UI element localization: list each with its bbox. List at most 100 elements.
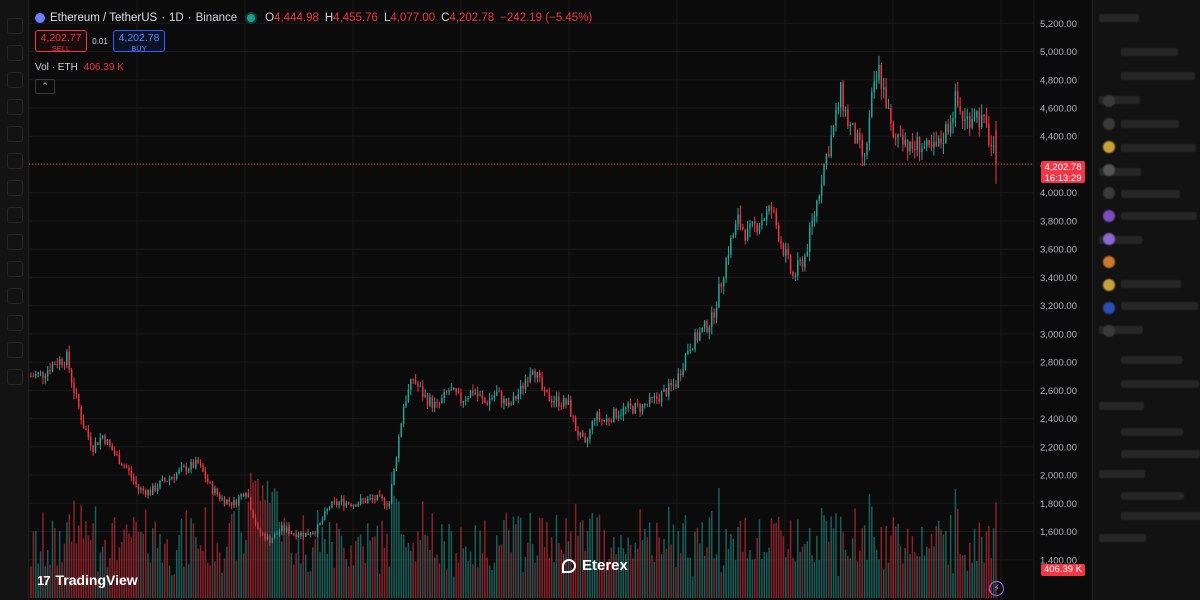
volume-bar: [381, 520, 383, 598]
candle-body: [995, 129, 997, 165]
candle-body: [966, 115, 969, 120]
candle-body: [168, 478, 171, 481]
candle-body: [945, 124, 947, 143]
volume-bar: [966, 570, 969, 598]
volume-bar: [995, 502, 997, 598]
candle-body: [639, 404, 641, 412]
volume-bar: [586, 531, 589, 598]
volume-bar: [171, 575, 173, 598]
y-tick-label: 3,200.00: [1040, 301, 1077, 312]
volume-bar: [185, 510, 188, 598]
volume-bar: [558, 543, 560, 598]
tool-icon[interactable]: [7, 99, 23, 115]
candle-body: [297, 535, 300, 538]
volume-bar: [519, 517, 522, 598]
price-chart[interactable]: 5,200.00 5,000.00 4,800.00 4,600.00 4,400.00…: [29, 0, 1089, 600]
volume-bar: [92, 523, 94, 598]
watchlist-row: [1121, 492, 1184, 500]
candle-body: [828, 153, 830, 157]
volume-bar: [352, 565, 355, 598]
tool-icon[interactable]: [7, 180, 23, 196]
volume-bar: [935, 526, 938, 598]
tool-icon[interactable]: [7, 207, 23, 223]
candle-body: [524, 380, 527, 389]
volume-bar: [945, 530, 947, 598]
volume-bar: [472, 564, 474, 598]
pair-name[interactable]: Ethereum / TetherUS: [50, 12, 158, 24]
volume-bar: [350, 545, 352, 598]
volume-bar: [534, 562, 536, 598]
volume-bar: [668, 506, 670, 598]
volume-bar: [636, 548, 639, 598]
candle-body: [197, 459, 199, 464]
tool-icon[interactable]: [7, 288, 23, 304]
volume-bar: [947, 564, 949, 598]
candle-body: [97, 442, 99, 445]
tool-icon[interactable]: [7, 369, 23, 385]
candle-body: [460, 392, 462, 403]
volume-bar: [651, 554, 653, 598]
volume-bar: [314, 539, 316, 598]
volume-bar: [615, 554, 617, 598]
volume-bar: [496, 535, 498, 598]
candle-body: [546, 389, 548, 393]
candle-body: [414, 380, 417, 384]
candle-body: [512, 395, 515, 405]
volume-tag: 406.39 K: [1041, 564, 1085, 576]
candle-body: [720, 283, 723, 287]
candle-body: [281, 524, 283, 532]
candle-body: [132, 476, 135, 481]
candle-body: [656, 396, 658, 399]
candle-body: [374, 498, 376, 501]
tool-icon[interactable]: [7, 153, 23, 169]
volume-bar: [190, 518, 192, 598]
candle-body: [636, 403, 639, 405]
volume-bar: [529, 512, 531, 598]
volume-bar: [687, 557, 689, 598]
candle-body: [304, 533, 307, 537]
volume-bar: [278, 521, 281, 598]
volume-bar: [455, 553, 457, 598]
candle-body: [321, 519, 324, 523]
candle-body: [450, 389, 453, 391]
watchlist-row: [1121, 450, 1200, 458]
candle-body: [44, 376, 47, 378]
volume-bar: [202, 550, 204, 598]
volume-bar: [605, 568, 608, 598]
volume-bar: [560, 549, 563, 598]
volume-bar: [887, 562, 890, 598]
candle-body: [517, 394, 520, 400]
volume-bar: [376, 525, 379, 598]
volume-bar: [85, 521, 87, 598]
candle-body: [531, 370, 534, 375]
volume-bar: [49, 564, 51, 598]
buy-button[interactable]: 4,202.78 BUY: [113, 30, 165, 53]
tool-icon[interactable]: [7, 342, 23, 358]
volume-bar: [524, 556, 527, 598]
candle-body: [904, 139, 906, 145]
volume-bar: [902, 563, 904, 598]
tool-icon[interactable]: [7, 18, 23, 34]
volume-bar: [192, 523, 195, 598]
volume-bar: [961, 555, 964, 598]
tool-icon[interactable]: [7, 234, 23, 250]
volume-bar: [37, 563, 39, 598]
tool-icon[interactable]: [7, 315, 23, 331]
coin-icon: [1103, 118, 1115, 130]
volume-bar: [460, 527, 462, 598]
tool-icon[interactable]: [7, 261, 23, 277]
sell-button[interactable]: 4,202.77 SELL: [35, 30, 87, 53]
interval[interactable]: 1D: [169, 12, 184, 24]
tool-icon[interactable]: [7, 45, 23, 61]
volume-bar: [694, 531, 696, 598]
lightning-icon[interactable]: ⚡: [989, 581, 1004, 596]
volume-bar: [722, 565, 725, 598]
watchlist-row: [1121, 72, 1195, 80]
volume-bar: [295, 553, 297, 598]
collapse-legend-button[interactable]: ⌃: [35, 79, 55, 94]
volume-bar: [646, 537, 649, 598]
tool-icon[interactable]: [7, 72, 23, 88]
tool-icon[interactable]: [7, 126, 23, 142]
volume-bar: [639, 509, 641, 598]
watchlist-row: [1121, 48, 1178, 56]
